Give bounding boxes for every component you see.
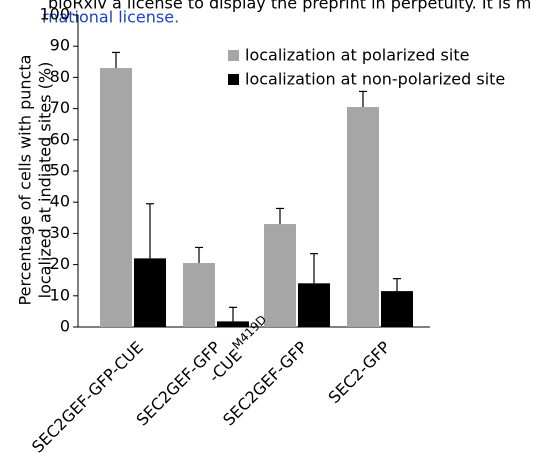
bar: [347, 107, 379, 327]
y-tick-label: 100: [39, 5, 70, 24]
bar: [134, 258, 166, 327]
legend-label: localization at non-polarized site: [245, 70, 505, 89]
legend-label: localization at polarized site: [245, 46, 469, 65]
y-tick-label: 80: [50, 67, 70, 86]
y-tick-label: 0: [60, 317, 70, 336]
x-tick-label-group: SEC2-GFP: [325, 337, 395, 407]
y-tick-label: 20: [50, 254, 70, 273]
y-tick-label: 70: [50, 98, 70, 117]
bar: [381, 291, 413, 327]
overlay-text: bioRxiv a license to display the preprin…: [48, 0, 531, 13]
x-tick-label-group: SEC2GEF-GFP-CUE: [28, 338, 147, 457]
y-axis-title: Percentage of cells with puncta localize…: [16, 55, 55, 306]
y-tick-label: 10: [50, 285, 70, 304]
x-tick-superscript: M419D: [229, 312, 269, 352]
bar: [298, 283, 330, 327]
y-title-line: Percentage of cells with puncta: [16, 55, 35, 306]
bar: [100, 68, 132, 327]
legend-swatch: [228, 50, 239, 61]
y-tick-label: 90: [50, 36, 70, 55]
bar: [217, 321, 249, 327]
y-tick-label: 60: [50, 129, 70, 148]
x-tick-label: SEC2-GFP: [325, 337, 395, 407]
x-tick-label: SEC2GEF-GFP-CUE: [28, 338, 147, 457]
overlay-link: rnational license.: [42, 8, 179, 27]
bar: [264, 224, 296, 327]
y-tick-label: 30: [50, 223, 70, 242]
y-tick-label: 50: [50, 161, 70, 180]
y-title-line: localized at indiated sites (%): [36, 62, 55, 299]
y-tick-label: 40: [50, 192, 70, 211]
legend-swatch: [228, 74, 239, 85]
bar: [183, 263, 215, 327]
